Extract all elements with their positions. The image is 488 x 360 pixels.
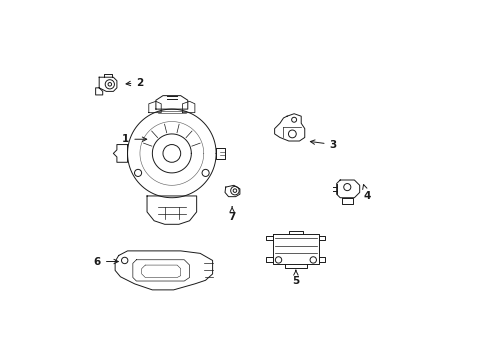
- Text: 1: 1: [122, 134, 146, 144]
- Text: 6: 6: [94, 257, 118, 266]
- Text: 5: 5: [292, 270, 299, 286]
- Text: 2: 2: [126, 77, 143, 87]
- Text: 7: 7: [228, 207, 235, 222]
- Text: 3: 3: [310, 140, 336, 149]
- Text: 4: 4: [362, 185, 370, 201]
